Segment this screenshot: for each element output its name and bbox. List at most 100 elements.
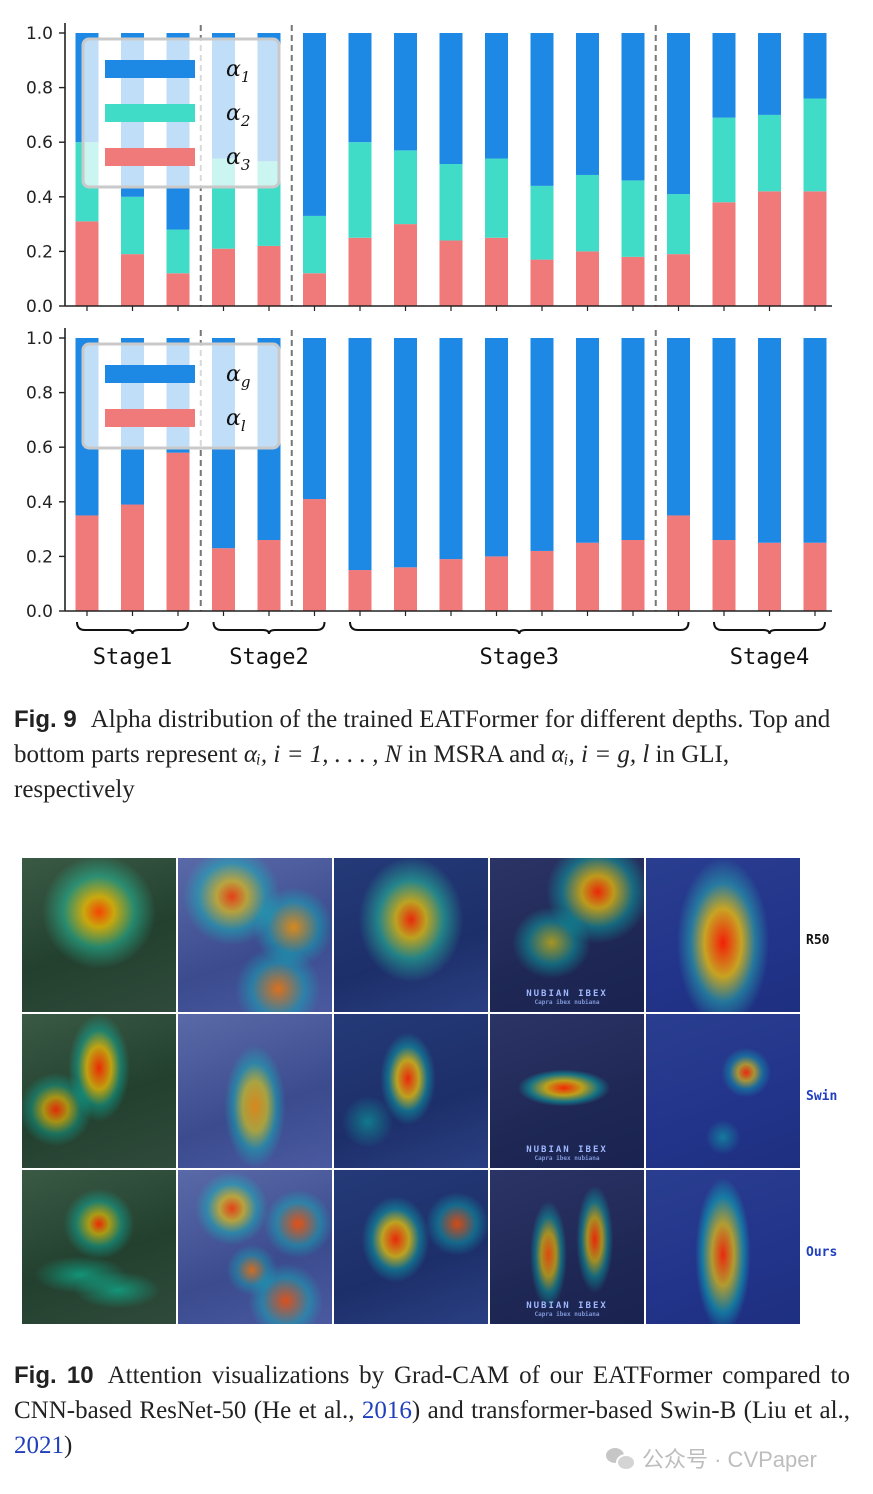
stage-label-1: Stage1	[93, 645, 172, 670]
legend-swatch-top-2	[105, 104, 195, 122]
bar-top-series1-10	[485, 237, 508, 306]
legend-swatch-top-3	[105, 148, 195, 166]
bar-top-series2-15	[712, 117, 736, 203]
y-tick-label-bottom-4: 0.8	[26, 384, 53, 404]
nubian-ibex-subtitle: Capra ibex nubiana	[534, 1311, 600, 1318]
gradcam-swin-keypad	[646, 1014, 800, 1168]
bar-top-series1-3	[166, 273, 190, 306]
bar-top-series3-17	[803, 33, 827, 99]
y-tick-label-bottom-3: 0.6	[26, 438, 53, 458]
y-tick-label-top-0: 0.0	[26, 297, 53, 317]
gradcam-r50-hummingbird	[334, 858, 488, 1012]
bar-top-series3-8	[394, 33, 417, 151]
y-tick-label-top-5: 1.0	[26, 24, 53, 44]
nubian-ibex-title: NUBIAN IBEX	[526, 1145, 608, 1155]
legend-label-top-3: α3	[226, 145, 250, 174]
bar-bottom-series2-13	[621, 338, 645, 541]
bar-bottom-series1-14	[667, 515, 690, 611]
bar-bottom-series1-17	[803, 542, 827, 611]
bar-bottom-series1-8	[394, 567, 417, 611]
gradcam-r50-nubian-ibex: NUBIAN IBEX Capra ibex nubiana	[490, 858, 644, 1012]
stage-label-3: Stage3	[480, 645, 559, 670]
bar-top-series2-14	[667, 194, 690, 255]
bar-top-series1-1	[75, 221, 99, 306]
bar-bottom-series1-1	[75, 515, 99, 611]
gradcam-ours-berries	[178, 1170, 332, 1324]
bar-top-series3-15	[712, 33, 736, 118]
bar-bottom-series1-7	[348, 570, 372, 611]
bar-bottom-series1-10	[485, 556, 508, 611]
bar-bottom-series1-2	[121, 504, 144, 611]
nubian-ibex-caption: NUBIAN IBEX Capra ibex nubiana	[490, 1301, 644, 1318]
fig10-label: Fig. 10	[14, 1362, 94, 1389]
bar-top-series1-4	[212, 248, 235, 306]
bar-top-series2-7	[348, 142, 372, 238]
fig9-label: Fig. 9	[14, 706, 77, 733]
bar-top-series3-11	[530, 33, 554, 186]
watermark: 公众号 · CVPaper	[606, 1442, 817, 1474]
gradcam-ours-hummingbird	[334, 1170, 488, 1324]
legend-swatch-bottom-2	[105, 409, 195, 427]
wechat-icon	[606, 1446, 636, 1471]
bar-top-series2-9	[439, 164, 463, 241]
legend-label-bottom-2: αl	[226, 406, 246, 435]
gradcam-swin-hummingbird	[334, 1014, 488, 1168]
bar-top-series3-7	[348, 33, 372, 143]
bar-top-series2-12	[576, 174, 599, 252]
fig10-text-1: Attention visualizations by Grad-CAM of …	[14, 1362, 850, 1424]
bar-bottom-series2-16	[758, 338, 781, 543]
stage-brace-3	[349, 621, 690, 635]
legend-box-bottom	[81, 342, 281, 450]
fig10-text-2: ) and transformer-based Swin-B (Liu et a…	[411, 1397, 851, 1424]
bar-top-series1-2	[121, 254, 144, 306]
fig10-text-3: )	[64, 1432, 73, 1459]
fig10-ref-liu-2021[interactable]: 2021	[14, 1432, 64, 1459]
bar-top-series1-11	[530, 259, 554, 306]
stage-brace-4	[713, 621, 826, 635]
fig10-ref-he-2016[interactable]: 2016	[361, 1397, 412, 1424]
legend-swatch-bottom-1	[105, 365, 195, 383]
y-tick-label-top-4: 0.8	[26, 79, 53, 99]
bar-top-series3-14	[667, 33, 690, 195]
bar-top-series1-15	[712, 202, 736, 306]
bar-top-series2-17	[803, 98, 827, 192]
stage-braces: Stage1 Stage2 Stage3 Stage4	[76, 621, 826, 670]
bar-bottom-series2-12	[576, 338, 599, 543]
gradcam-r50-berries	[178, 858, 332, 1012]
bar-bottom-series2-11	[530, 338, 554, 551]
legend-top: α1 α2 α3	[81, 37, 281, 189]
bar-top-series3-12	[576, 33, 599, 175]
bar-bottom-series1-3	[166, 452, 190, 611]
nubian-ibex-caption: NUBIAN IBEX Capra ibex nubiana	[490, 1145, 644, 1162]
bar-bottom-series2-14	[667, 338, 690, 516]
row-label-swin: Swin	[806, 1089, 838, 1104]
gradcam-r50-flower	[22, 858, 176, 1012]
bar-bottom-series2-8	[394, 338, 417, 568]
bar-top-series1-9	[439, 240, 463, 306]
bar-bottom-series1-11	[530, 550, 554, 611]
bar-top-series3-9	[439, 33, 463, 165]
bar-bottom-series1-13	[621, 540, 645, 611]
bar-bottom-series1-5	[257, 540, 281, 611]
gradcam-ours-nubian-ibex: NUBIAN IBEX Capra ibex nubiana	[490, 1170, 644, 1324]
y-tick-label-bottom-0: 0.0	[26, 602, 53, 622]
row-label-r50: R50	[806, 933, 830, 948]
bar-top-series1-6	[303, 273, 326, 306]
bar-bottom-series1-12	[576, 542, 599, 611]
y-tick-label-bottom-5: 1.0	[26, 329, 53, 349]
bar-top-series3-13	[621, 33, 645, 181]
fig9-text-1: Alpha distribution of the trained EATFor…	[14, 706, 831, 768]
stage-brace-1	[76, 621, 189, 635]
bar-top-series1-16	[758, 191, 781, 306]
bar-top-series1-12	[576, 251, 599, 306]
nubian-ibex-caption: NUBIAN IBEX Capra ibex nubiana	[490, 989, 644, 1006]
stage-brace-2	[212, 621, 326, 635]
nubian-ibex-subtitle: Capra ibex nubiana	[534, 1155, 600, 1162]
y-tick-label-bottom-2: 0.4	[26, 493, 53, 513]
legend-label-bottom-1: αg	[226, 362, 250, 391]
bar-top-series2-3	[166, 229, 190, 274]
bar-top-series3-10	[485, 33, 508, 159]
legend-label-top-2: α2	[226, 101, 250, 130]
legend-label-top-1: α1	[226, 57, 250, 86]
bar-top-series1-7	[348, 237, 372, 306]
